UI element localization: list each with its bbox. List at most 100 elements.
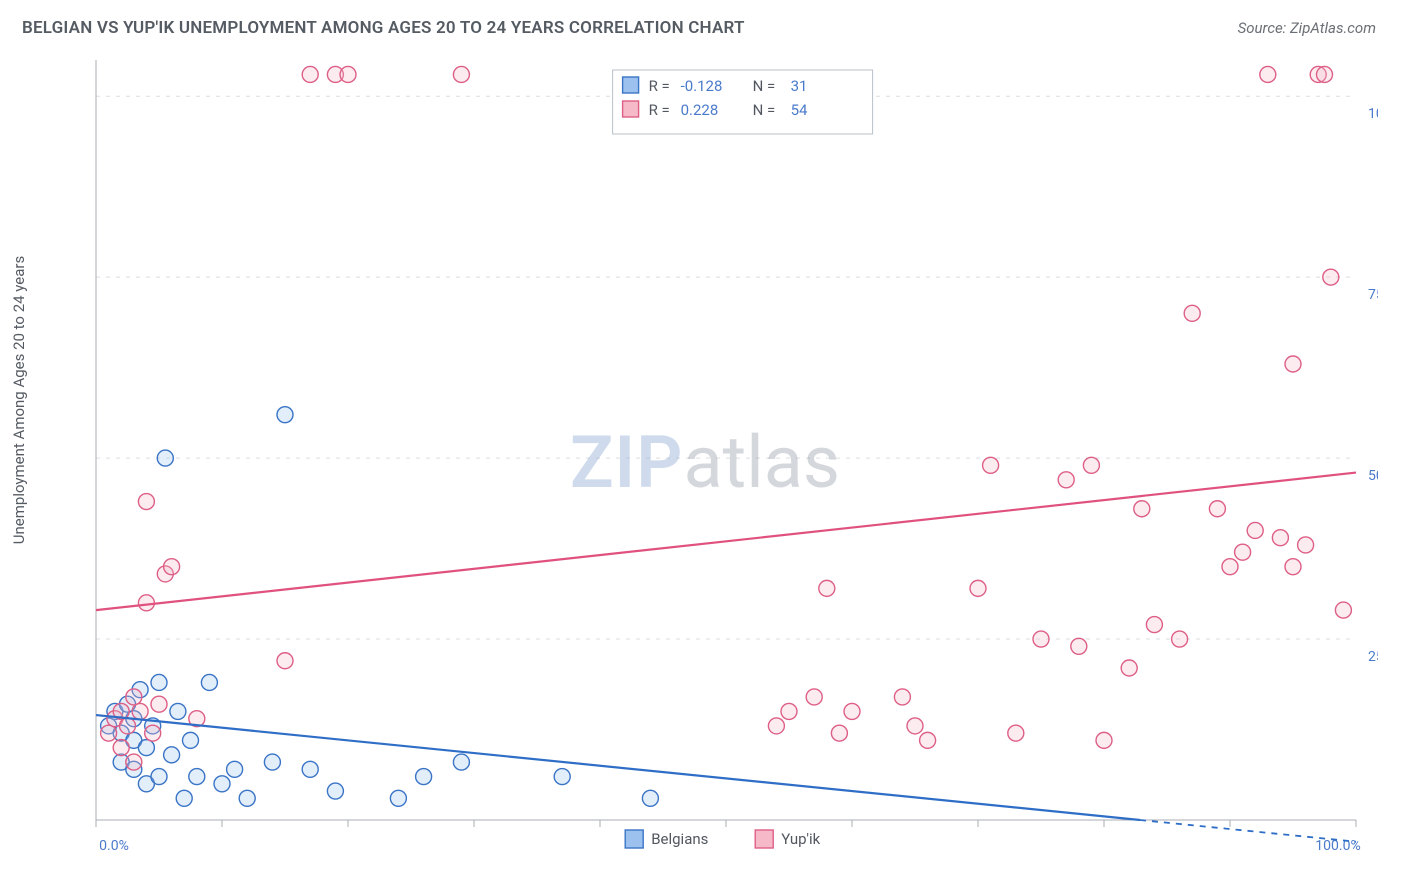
- y-tick-label: 25.0%: [1368, 649, 1378, 665]
- data-point: [1008, 725, 1024, 741]
- data-point: [277, 653, 293, 669]
- data-point: [277, 407, 293, 423]
- data-point: [164, 747, 180, 763]
- data-point: [453, 66, 469, 82]
- data-point: [1247, 522, 1263, 538]
- stat-n-label: N =: [753, 77, 776, 95]
- data-point: [132, 703, 148, 719]
- stat-r-label: R =: [649, 101, 670, 119]
- data-point: [164, 559, 180, 575]
- data-point: [1083, 457, 1099, 473]
- data-point: [170, 703, 186, 719]
- data-point: [239, 790, 255, 806]
- data-point: [1096, 732, 1112, 748]
- data-point: [120, 718, 136, 734]
- data-point: [264, 754, 280, 770]
- chart-area: 25.0%50.0%75.0%100.0%0.0%100.0%R =-0.128…: [48, 60, 1378, 830]
- stat-r-value: -0.128: [681, 77, 723, 95]
- data-point: [157, 450, 173, 466]
- chart-title: BELGIAN VS YUP'IK UNEMPLOYMENT AMONG AGE…: [22, 18, 745, 38]
- data-point: [642, 790, 658, 806]
- data-point: [1121, 660, 1137, 676]
- data-point: [894, 689, 910, 705]
- y-tick-label: 100.0%: [1368, 106, 1378, 122]
- data-point: [1285, 356, 1301, 372]
- stat-r-value: 0.228: [681, 101, 719, 119]
- y-tick-label: 50.0%: [1368, 468, 1378, 484]
- data-point: [151, 769, 167, 785]
- legend-label: Yup'ik: [781, 830, 820, 848]
- data-point: [340, 66, 356, 82]
- legend-label: Belgians: [651, 830, 708, 848]
- legend-swatch: [623, 77, 639, 93]
- stat-n-value: 54: [791, 101, 808, 119]
- data-point: [214, 776, 230, 792]
- data-point: [327, 783, 343, 799]
- data-point: [189, 769, 205, 785]
- regression-line-extrapolated: [1140, 820, 1356, 842]
- data-point: [554, 769, 570, 785]
- data-point: [1184, 305, 1200, 321]
- header-row: BELGIAN VS YUP'IK UNEMPLOYMENT AMONG AGE…: [0, 0, 1406, 44]
- data-point: [1298, 537, 1314, 553]
- data-point: [126, 689, 142, 705]
- data-point: [227, 761, 243, 777]
- data-point: [138, 595, 154, 611]
- x-tick-label: 100.0%: [1315, 838, 1360, 854]
- data-point: [1222, 559, 1238, 575]
- data-point: [907, 718, 923, 734]
- legend-swatch: [625, 830, 643, 848]
- data-point: [113, 740, 129, 756]
- data-point: [151, 696, 167, 712]
- data-point: [151, 674, 167, 690]
- data-point: [831, 725, 847, 741]
- legend: Belgians Yup'ik: [625, 830, 820, 848]
- data-point: [1335, 602, 1351, 618]
- data-point: [138, 740, 154, 756]
- stat-r-label: R =: [649, 77, 670, 95]
- regression-line: [96, 473, 1356, 611]
- data-point: [302, 761, 318, 777]
- data-point: [1146, 617, 1162, 633]
- data-point: [1071, 638, 1087, 654]
- data-point: [1317, 66, 1333, 82]
- data-point: [138, 494, 154, 510]
- legend-swatch: [623, 101, 639, 117]
- data-point: [1058, 472, 1074, 488]
- data-point: [453, 754, 469, 770]
- data-point: [183, 732, 199, 748]
- data-point: [176, 790, 192, 806]
- data-point: [1323, 269, 1339, 285]
- data-point: [844, 703, 860, 719]
- y-tick-label: 75.0%: [1368, 287, 1378, 303]
- data-point: [1285, 559, 1301, 575]
- data-point: [390, 790, 406, 806]
- data-point: [806, 689, 822, 705]
- data-point: [145, 725, 161, 741]
- data-point: [416, 769, 432, 785]
- data-point: [1260, 66, 1276, 82]
- legend-swatch: [755, 830, 773, 848]
- data-point: [1235, 544, 1251, 560]
- data-point: [781, 703, 797, 719]
- data-point: [126, 754, 142, 770]
- y-axis-label: Unemployment Among Ages 20 to 24 years: [10, 256, 28, 544]
- scatter-chart: 25.0% 50.0% 75.0% 100.0% 0.0% 100.0% R = -0.128…: [48, 60, 1378, 860]
- data-point: [983, 457, 999, 473]
- data-point: [819, 580, 835, 596]
- data-point: [768, 718, 784, 734]
- source-label: Source: ZipAtlas.com: [1238, 19, 1376, 37]
- data-point: [1172, 631, 1188, 647]
- data-point: [920, 732, 936, 748]
- data-point: [1033, 631, 1049, 647]
- data-point: [302, 66, 318, 82]
- data-point: [970, 580, 986, 596]
- data-point: [1134, 501, 1150, 517]
- data-point: [1209, 501, 1225, 517]
- data-point: [201, 674, 217, 690]
- data-point: [101, 725, 117, 741]
- stat-n-value: 31: [791, 77, 808, 95]
- stat-n-label: N =: [753, 101, 776, 119]
- data-point: [1272, 530, 1288, 546]
- x-tick-label: 0.0%: [99, 838, 129, 854]
